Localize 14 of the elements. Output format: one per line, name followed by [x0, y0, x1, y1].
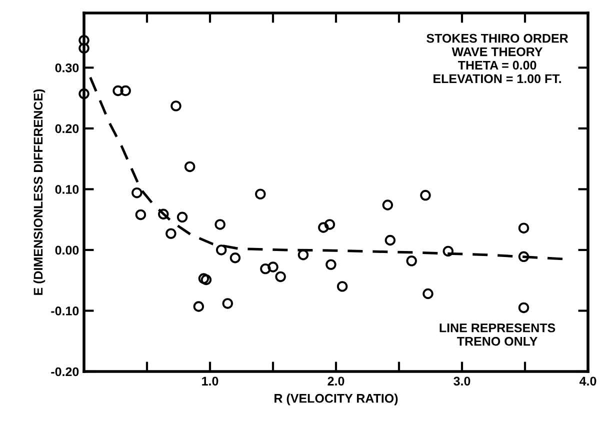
x-tick-label: 2.0	[328, 376, 344, 386]
annotation: LINE REPRESENTS TRENO ONLY	[440, 323, 556, 346]
y-tick-label: 0.30	[55, 63, 79, 72]
annotation: STOKES THIRO ORDER WAVE THEORY THETA = 0.00 ELEVATION = 1.00 FT.	[426, 34, 568, 84]
x-tick-label: 1.0	[202, 376, 218, 386]
y-tick-label: -0.10	[51, 306, 79, 316]
y-tick-label: -0.20	[51, 367, 79, 376]
x-axis-title: R (VELOCITY RATIO)	[274, 394, 398, 406]
y-tick-label: 0.10	[55, 185, 79, 194]
y-tick-label: 0.20	[55, 124, 79, 134]
y-axis-title: E (DIMENSIONLESS DIFFERENCE)	[33, 89, 46, 295]
y-tick-label: 0.00	[55, 246, 79, 255]
x-tick-label: 4.0	[580, 376, 596, 386]
x-tick-label: 3.0	[454, 376, 470, 386]
